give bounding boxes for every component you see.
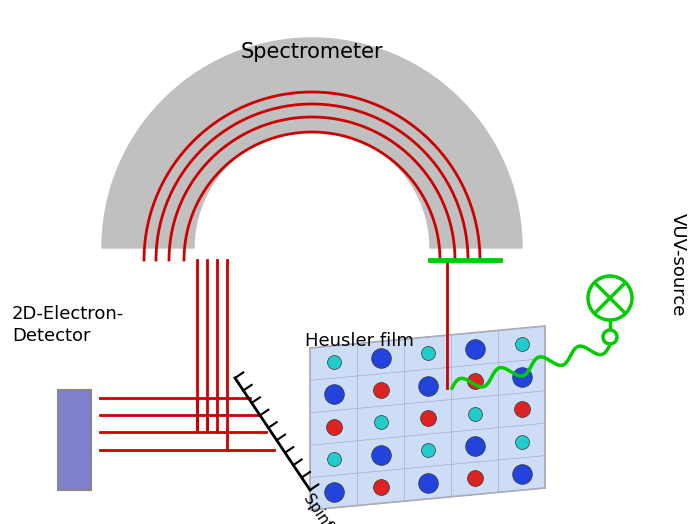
Point: [516, 373, 527, 381]
Text: Heusler film: Heusler film: [305, 332, 414, 350]
Circle shape: [588, 276, 632, 320]
Point: [469, 442, 480, 450]
Point: [375, 418, 386, 427]
Point: [469, 474, 480, 483]
Text: 2D-Electron-
Detector: 2D-Electron- Detector: [12, 305, 124, 345]
Polygon shape: [102, 38, 522, 248]
Point: [422, 414, 433, 422]
Point: [469, 377, 480, 385]
Text: Spinfilter: Spinfilter: [299, 492, 351, 524]
Polygon shape: [310, 326, 545, 510]
Point: [328, 390, 339, 399]
Point: [375, 353, 386, 362]
Point: [516, 470, 527, 478]
Point: [516, 438, 527, 446]
Point: [422, 381, 433, 390]
Point: [469, 409, 480, 418]
Point: [328, 358, 339, 366]
Point: [375, 386, 386, 394]
Point: [328, 487, 339, 496]
Point: [516, 405, 527, 413]
Text: VUV-source: VUV-source: [669, 213, 687, 316]
Point: [516, 340, 527, 348]
Point: [469, 345, 480, 353]
Point: [375, 483, 386, 492]
Point: [328, 423, 339, 431]
Point: [375, 451, 386, 459]
Point: [422, 446, 433, 455]
Text: Spectrometer: Spectrometer: [241, 42, 384, 62]
Circle shape: [603, 330, 617, 344]
Point: [328, 455, 339, 463]
Point: [422, 349, 433, 357]
FancyBboxPatch shape: [58, 390, 91, 490]
Point: [422, 478, 433, 487]
